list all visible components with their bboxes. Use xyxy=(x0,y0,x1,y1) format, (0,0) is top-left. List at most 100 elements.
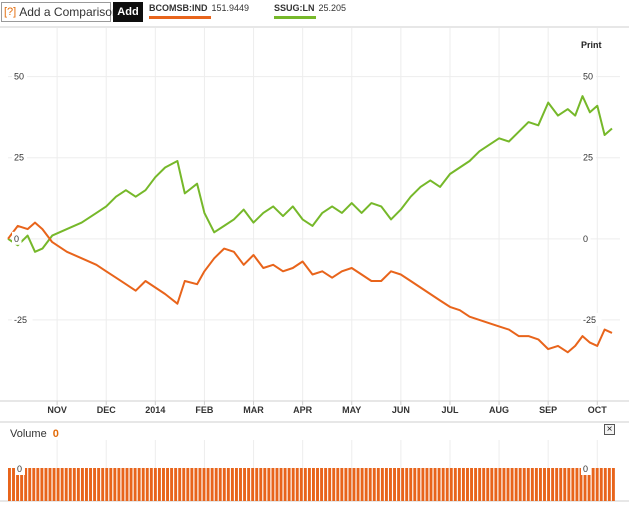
volume-bar xyxy=(174,468,178,501)
volume-bar xyxy=(218,468,222,501)
comparison-input[interactable]: [?] Add a Comparison xyxy=(1,2,119,22)
y-tick-label-bg xyxy=(581,69,596,83)
volume-bar xyxy=(299,468,303,501)
volume-bar xyxy=(117,468,121,501)
volume-bar xyxy=(344,468,348,501)
volume-bar xyxy=(372,468,376,501)
volume-bar xyxy=(295,468,299,501)
x-tick-label: NOV xyxy=(47,405,67,415)
x-tick-label: MAR xyxy=(243,405,264,415)
volume-bar xyxy=(603,468,607,501)
y-tick-label-bg xyxy=(12,150,27,164)
volume-bar xyxy=(490,468,494,501)
volume-axis-label-bg xyxy=(15,463,25,475)
y-tick-label-right: 50 xyxy=(583,72,593,82)
volume-bar xyxy=(198,468,202,501)
volume-bar xyxy=(125,468,129,501)
volume-bar xyxy=(397,468,401,501)
volume-bar xyxy=(425,468,429,501)
volume-bar xyxy=(547,468,551,501)
x-tick-label: 2014 xyxy=(145,405,165,415)
volume-bar xyxy=(328,468,332,501)
volume-bar xyxy=(234,468,238,501)
volume-bar xyxy=(80,468,84,501)
volume-bar xyxy=(214,468,218,501)
legend-color-bar-bcomsb xyxy=(149,16,211,19)
series-line-bcomsb-ind xyxy=(7,221,613,354)
close-icon[interactable]: × xyxy=(604,424,615,435)
volume-bar xyxy=(8,468,11,501)
volume-bar xyxy=(356,468,360,501)
volume-bar xyxy=(316,468,319,501)
volume-bar xyxy=(591,468,595,501)
volume-bar xyxy=(453,468,457,501)
volume-bar xyxy=(251,468,255,501)
volume-bar xyxy=(16,468,20,501)
volume-bar xyxy=(506,468,510,501)
volume-bar xyxy=(68,468,72,501)
volume-bar xyxy=(178,468,182,501)
volume-bar xyxy=(279,468,283,501)
volume-bar xyxy=(291,468,295,501)
volume-bar xyxy=(153,468,157,501)
y-tick-label-left: 0 xyxy=(14,234,19,244)
volume-bar xyxy=(518,468,522,501)
volume-bar xyxy=(267,468,271,501)
volume-bar xyxy=(121,468,125,501)
volume-bar xyxy=(149,468,153,501)
volume-bar xyxy=(364,468,368,501)
volume-bar xyxy=(530,468,534,501)
chart-canvas: 50 50 25 25 0 0 -25 -25 NOV DEC 2014 FEB MAR APR MAY JU… xyxy=(0,26,629,502)
volume-bar xyxy=(514,468,518,501)
volume-bar xyxy=(162,468,165,501)
volume-bar xyxy=(129,468,133,501)
y-tick-label-bg xyxy=(12,231,22,245)
volume-bar xyxy=(210,468,214,501)
y-tick-label-left: 25 xyxy=(14,153,24,163)
volume-bar xyxy=(226,468,230,501)
y-tick-label-left: 50 xyxy=(14,72,24,82)
y-tick-label-bg xyxy=(581,231,591,245)
y-tick-label-bg xyxy=(12,69,27,83)
volume-bar xyxy=(186,468,190,501)
volume-bar xyxy=(567,468,571,501)
y-tick-label-right: 0 xyxy=(583,234,588,244)
volume-bar xyxy=(85,468,88,501)
y-tick-label-bg xyxy=(12,312,33,326)
volume-bar xyxy=(137,468,141,501)
help-icon[interactable]: [?] xyxy=(4,6,17,18)
volume-bar xyxy=(405,468,409,501)
volume-bar xyxy=(571,468,575,501)
x-tick-label: OCT xyxy=(588,405,608,415)
volume-bar xyxy=(32,468,36,501)
y-tick-label-bg xyxy=(581,150,596,164)
volume-bar xyxy=(563,468,567,501)
volume-bar xyxy=(324,468,328,501)
volume-bar xyxy=(510,468,514,501)
y-tick-label-right: 25 xyxy=(583,153,593,163)
volume-bar xyxy=(271,468,275,501)
volume-bar xyxy=(247,468,251,501)
volume-bar xyxy=(40,468,44,501)
volume-bar xyxy=(275,468,279,501)
volume-bar xyxy=(595,468,599,501)
volume-bar xyxy=(502,468,506,501)
volume-bar xyxy=(409,468,413,501)
volume-bar xyxy=(206,468,210,501)
legend-symbol: SSUG:LN xyxy=(274,3,315,13)
volume-bar xyxy=(141,468,145,501)
volume-bar xyxy=(105,468,109,501)
volume-bar xyxy=(64,468,68,501)
volume-bar xyxy=(470,468,473,501)
volume-label: Volume xyxy=(10,428,47,440)
volume-bar xyxy=(393,468,396,501)
volume-bar xyxy=(376,468,380,501)
volume-bar xyxy=(461,468,465,501)
add-comparison-button[interactable]: Add xyxy=(113,2,143,22)
volume-bar xyxy=(157,468,161,501)
x-tick-label: MAY xyxy=(342,405,361,415)
legend-symbol: BCOMSB:IND xyxy=(149,3,208,13)
volume-bar xyxy=(202,468,206,501)
print-button[interactable]: Print xyxy=(581,40,602,50)
volume-bar xyxy=(437,468,441,501)
